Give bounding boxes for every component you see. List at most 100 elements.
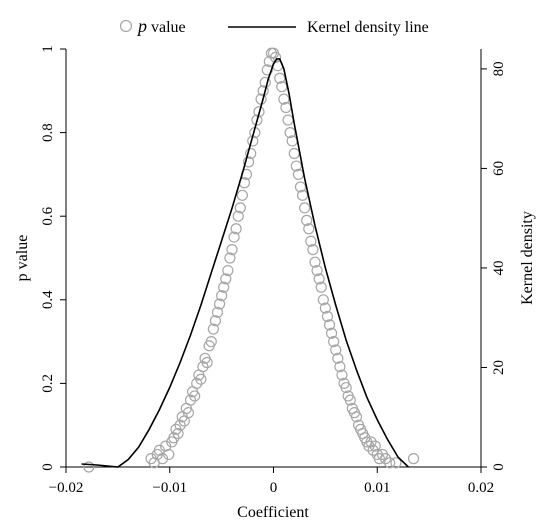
pvalue-point	[407, 453, 420, 465]
pvalue-point	[369, 440, 381, 452]
pvalue-points	[83, 47, 420, 473]
pvalue-point	[230, 223, 242, 235]
pvalue-point	[168, 432, 180, 444]
pvalue-point	[288, 147, 300, 160]
kernel-density-line	[81, 58, 409, 468]
legend-point-marker	[119, 19, 133, 33]
pvalue-point	[253, 106, 265, 118]
pvalue-point	[321, 310, 334, 323]
pvalue-point	[184, 394, 197, 406]
pvalue-point	[332, 352, 344, 364]
x-tick-label: 0.02	[468, 480, 494, 496]
pvalue-point	[234, 202, 246, 214]
pvalue-point	[350, 411, 363, 423]
pvalue-point	[313, 273, 325, 285]
pvalue-point	[259, 76, 271, 89]
x-tick-label: 0.01	[364, 480, 390, 496]
x-tick-label: 0	[270, 480, 278, 496]
y2-axis-ticks: 0 20 40 60 80	[481, 61, 507, 471]
pvalue-point	[274, 72, 286, 84]
pvalue-point	[201, 356, 213, 369]
pvalue-point	[216, 290, 228, 302]
y-tick-label: 0.8	[40, 123, 56, 142]
pvalue-point	[174, 419, 186, 431]
pvalue-point	[278, 93, 290, 105]
y2-tick-label: 20	[491, 360, 507, 375]
y2-tick-label: 80	[491, 61, 507, 76]
pvalue-point	[182, 407, 195, 419]
y-tick-label: 0	[40, 463, 56, 471]
pvalue-point	[189, 390, 201, 402]
y-tick-label: 0.4	[40, 290, 56, 309]
pvalue-point	[307, 244, 319, 256]
y2-tick-label: 40	[491, 260, 507, 275]
pvalue-point	[222, 264, 234, 277]
pvalue-point	[226, 244, 238, 256]
pvalue-point	[384, 457, 396, 469]
pvalue-point	[328, 336, 340, 348]
pvalue-point	[334, 361, 346, 373]
legend-pvalue-prefix: p	[136, 16, 147, 36]
pvalue-point	[83, 461, 95, 473]
pvalue-point	[207, 323, 219, 335]
pvalue-point	[213, 298, 226, 310]
pvalue-point	[191, 377, 203, 389]
pvalue-point	[172, 427, 184, 440]
pvalue-point	[269, 51, 282, 63]
pvalue-point	[330, 344, 342, 356]
pvalue-point	[303, 223, 315, 235]
pvalue-point	[305, 235, 317, 247]
y2-tick-label: 60	[491, 161, 507, 176]
pvalue-point	[218, 281, 230, 293]
pvalue-point	[220, 273, 232, 285]
pvalue-point	[317, 294, 329, 306]
pvalue-point	[209, 315, 221, 327]
pvalue-point	[290, 160, 302, 172]
legend-pvalue-label: p value	[136, 16, 186, 36]
pvalue-point	[340, 381, 352, 394]
y2-tick-label: 0	[491, 463, 507, 471]
pvalue-point	[251, 114, 263, 126]
pvalue-point	[309, 256, 321, 268]
x-axis-ticks: −0.02 −0.01 0 0.01 0.02	[49, 467, 494, 496]
y-tick-label: 1	[40, 45, 56, 53]
pvalue-point	[326, 327, 338, 339]
pvalue-point	[336, 369, 348, 381]
pvalue-point	[197, 361, 209, 373]
y2-axis-title: Kernel density	[519, 211, 536, 305]
pvalue-point	[284, 127, 296, 139]
pvalue-point	[365, 436, 377, 448]
pvalue-point	[195, 373, 207, 385]
pvalue-point	[319, 302, 331, 314]
pvalue-point	[344, 394, 356, 406]
pvalue-point	[294, 181, 307, 193]
pvalue-point	[315, 281, 327, 293]
legend: p value Kernel density line	[119, 16, 429, 36]
x-axis-title: Coefficient	[237, 504, 309, 521]
pvalue-point	[390, 457, 402, 469]
pvalue-point	[211, 306, 224, 318]
y-tick-label: 0.2	[40, 374, 56, 393]
legend-pvalue-suffix: value	[147, 19, 186, 36]
pvalue-point	[243, 156, 255, 168]
pvalue-point	[156, 453, 169, 465]
pvalue-point	[379, 453, 392, 465]
legend-kde-label: Kernel density line	[307, 19, 429, 36]
pvalue-point	[163, 448, 175, 461]
pvalue-point	[205, 336, 217, 348]
pvalue-point	[301, 214, 313, 226]
pvalue-point	[232, 210, 244, 222]
pvalue-point	[245, 147, 257, 160]
pvalue-point	[228, 231, 240, 243]
pvalue-point	[282, 114, 294, 126]
y-tick-label: 0.6	[40, 206, 56, 225]
pvalue-point	[323, 319, 336, 331]
pvalue-point	[236, 189, 248, 201]
pvalue-point	[299, 202, 311, 214]
y-axis-title: p value	[14, 235, 31, 282]
pvalue-point	[224, 252, 236, 264]
x-tick-label: −0.01	[152, 480, 187, 496]
y-axis-ticks: 0 0.2 0.4 0.6 0.8 1	[40, 45, 66, 471]
pvalue-point	[311, 264, 323, 277]
